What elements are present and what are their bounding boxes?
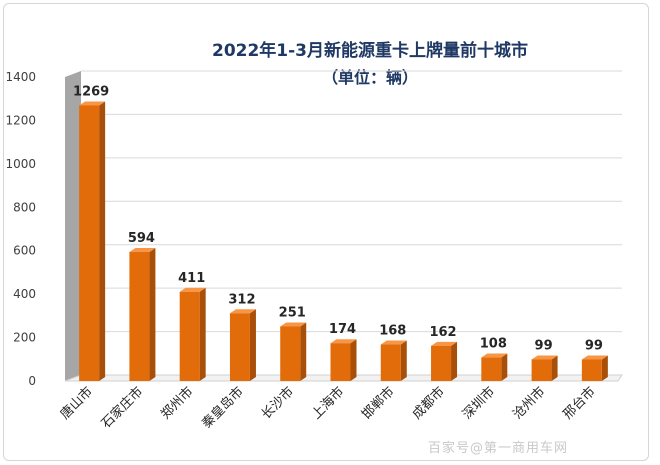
bar [380, 344, 401, 381]
data-label: 174 [329, 322, 356, 337]
y-tick-label: 1200 [5, 113, 36, 127]
bar-top [229, 309, 256, 314]
bar-top [280, 322, 307, 327]
bar-side [400, 340, 407, 381]
watermark: 百家号@第一商用车网 [428, 441, 569, 456]
y-tick-label: 1000 [5, 157, 36, 171]
x-tick-label: 上海市 [308, 384, 347, 423]
bar-side [501, 353, 508, 381]
chart-frame [3, 3, 649, 461]
bar [129, 252, 150, 381]
x-tick-label: 深圳市 [459, 384, 498, 423]
bar-side [350, 339, 357, 381]
x-tick-label: 长沙市 [258, 384, 297, 423]
bar [79, 105, 100, 382]
y-tick-label: 0 [28, 374, 36, 388]
bar [280, 326, 301, 381]
bar-side [99, 101, 106, 382]
y-tick-label: 1400 [5, 70, 36, 84]
bar-side [149, 248, 156, 381]
data-label: 594 [128, 231, 155, 246]
bar-top [179, 287, 206, 292]
bar-side [601, 355, 608, 381]
bar [431, 345, 452, 381]
bar-top [380, 340, 407, 345]
y-tick-label: 200 [13, 331, 36, 345]
side-wall [65, 71, 81, 381]
y-tick-label: 400 [13, 287, 36, 301]
x-tick-label: 沧州市 [510, 384, 549, 423]
bar-side [199, 287, 206, 381]
chart-subtitle: （单位：辆） [321, 68, 418, 87]
bar [229, 313, 250, 381]
bar-top [129, 248, 156, 253]
bar [330, 343, 351, 381]
chart-title: 2022年1-3月新能源重卡上牌量前十城市 [211, 41, 529, 61]
y-tick-label: 800 [13, 200, 36, 214]
bar-top [330, 339, 357, 344]
x-tick-label: 唐山市 [57, 384, 96, 423]
data-label: 411 [178, 271, 205, 286]
bar [481, 357, 502, 381]
x-tick-label: 邯郸市 [359, 384, 398, 423]
bar-top [431, 341, 458, 346]
y-tick-label: 600 [13, 244, 36, 258]
data-label: 251 [279, 305, 306, 320]
data-label: 99 [585, 339, 603, 354]
bar-top [79, 101, 106, 106]
data-label: 312 [228, 292, 255, 307]
bar [581, 359, 602, 381]
data-label: 168 [379, 324, 406, 339]
bar-top [581, 355, 608, 360]
bar [531, 359, 552, 381]
x-tick-label: 秦皇岛市 [199, 384, 247, 432]
x-tick-label: 成都市 [409, 384, 448, 423]
data-label: 108 [480, 337, 507, 352]
x-tick-label: 郑州市 [158, 384, 197, 423]
data-label: 99 [535, 339, 553, 354]
bar-top [481, 353, 508, 358]
bar [179, 291, 200, 381]
bar-side [300, 322, 307, 381]
bar-side [551, 355, 558, 381]
data-label: 162 [429, 325, 456, 340]
x-tick-label: 邢台市 [560, 384, 599, 423]
bar-side [451, 341, 458, 381]
bar-top [531, 355, 558, 360]
x-tick-label: 石家庄市 [98, 384, 146, 432]
bar-side [249, 309, 256, 381]
data-label: 1269 [73, 84, 109, 99]
